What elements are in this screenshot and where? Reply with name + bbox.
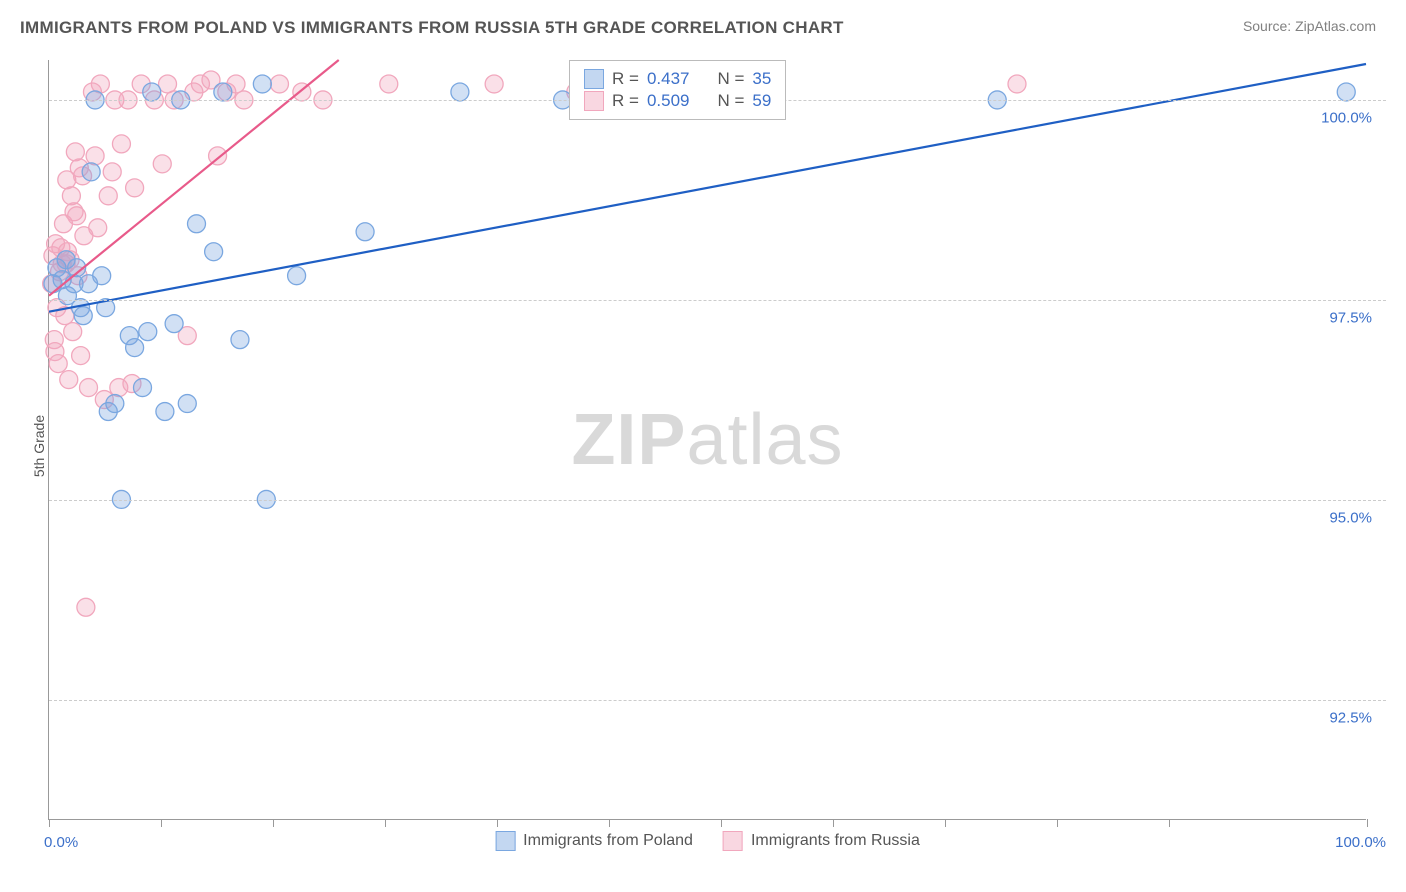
- data-point-poland: [451, 83, 469, 101]
- y-tick-label: 92.5%: [1325, 710, 1376, 727]
- data-point-russia: [86, 147, 104, 165]
- x-axis-start-label: 0.0%: [44, 834, 78, 851]
- gridline: [49, 300, 1386, 301]
- n-label: N =: [717, 69, 744, 89]
- x-tick: [945, 819, 946, 827]
- legend-row-poland: R = 0.437 N = 35: [584, 69, 771, 89]
- scatter-svg: [49, 60, 1366, 819]
- x-tick: [609, 819, 610, 827]
- data-point-russia: [209, 147, 227, 165]
- swatch-russia: [723, 831, 743, 851]
- x-tick: [49, 819, 50, 827]
- data-point-poland: [143, 83, 161, 101]
- x-tick: [833, 819, 834, 827]
- x-tick: [1057, 819, 1058, 827]
- data-point-russia: [72, 347, 90, 365]
- data-point-russia: [112, 135, 130, 153]
- chart-title: IMMIGRANTS FROM POLAND VS IMMIGRANTS FRO…: [20, 18, 844, 38]
- r-value-russia: 0.509: [647, 91, 690, 111]
- x-tick: [385, 819, 386, 827]
- x-tick: [721, 819, 722, 827]
- data-point-russia: [89, 219, 107, 237]
- n-label: N =: [717, 91, 744, 111]
- n-value-poland: 35: [752, 69, 771, 89]
- source-attribution: Source: ZipAtlas.com: [1243, 18, 1376, 34]
- data-point-poland: [288, 267, 306, 285]
- r-label: R =: [612, 91, 639, 111]
- data-point-russia: [159, 75, 177, 93]
- swatch-russia: [584, 91, 604, 111]
- data-point-poland: [74, 307, 92, 325]
- data-point-russia: [270, 75, 288, 93]
- gridline: [49, 700, 1386, 701]
- r-label: R =: [612, 69, 639, 89]
- source-link[interactable]: ZipAtlas.com: [1295, 18, 1376, 34]
- x-tick: [497, 819, 498, 827]
- source-prefix: Source:: [1243, 18, 1295, 34]
- data-point-poland: [1337, 83, 1355, 101]
- data-point-poland: [356, 223, 374, 241]
- y-tick-label: 100.0%: [1317, 110, 1376, 127]
- legend-label-russia: Immigrants from Russia: [751, 832, 920, 850]
- data-point-russia: [66, 143, 84, 161]
- data-point-russia: [103, 163, 121, 181]
- legend-row-russia: R = 0.509 N = 59: [584, 91, 771, 111]
- y-axis-label: 5th Grade: [31, 415, 47, 477]
- data-point-russia: [60, 371, 78, 389]
- data-point-russia: [62, 187, 80, 205]
- data-point-russia: [64, 323, 82, 341]
- data-point-poland: [188, 215, 206, 233]
- x-tick: [1367, 819, 1368, 827]
- data-point-poland: [205, 243, 223, 261]
- data-point-poland: [134, 379, 152, 397]
- data-point-poland: [156, 403, 174, 421]
- legend-item-russia: Immigrants from Russia: [723, 831, 920, 851]
- data-point-poland: [178, 395, 196, 413]
- data-point-russia: [99, 187, 117, 205]
- data-point-poland: [165, 315, 183, 333]
- data-point-russia: [77, 598, 95, 616]
- y-tick-label: 95.0%: [1325, 510, 1376, 527]
- data-point-russia: [153, 155, 171, 173]
- data-point-poland: [106, 395, 124, 413]
- x-tick: [1169, 819, 1170, 827]
- data-point-poland: [214, 83, 232, 101]
- correlation-legend: R = 0.437 N = 35 R = 0.509 N = 59: [569, 60, 786, 120]
- gridline: [49, 500, 1386, 501]
- legend-item-poland: Immigrants from Poland: [495, 831, 693, 851]
- x-tick: [161, 819, 162, 827]
- n-value-russia: 59: [752, 91, 771, 111]
- data-point-poland: [93, 267, 111, 285]
- plot-area: ZIPatlas 92.5%95.0%97.5%100.0% 0.0% 100.…: [48, 60, 1366, 820]
- data-point-russia: [380, 75, 398, 93]
- data-point-russia: [68, 207, 86, 225]
- series-legend: Immigrants from Poland Immigrants from R…: [495, 831, 920, 851]
- data-point-russia: [49, 355, 67, 373]
- swatch-poland: [495, 831, 515, 851]
- data-point-poland: [126, 339, 144, 357]
- data-point-russia: [1008, 75, 1026, 93]
- data-point-russia: [80, 379, 98, 397]
- data-point-poland: [82, 163, 100, 181]
- data-point-poland: [253, 75, 271, 93]
- x-axis-end-label: 100.0%: [1335, 834, 1386, 851]
- y-tick-label: 97.5%: [1325, 310, 1376, 327]
- data-point-poland: [139, 323, 157, 341]
- swatch-poland: [584, 69, 604, 89]
- legend-label-poland: Immigrants from Poland: [523, 832, 693, 850]
- data-point-russia: [126, 179, 144, 197]
- data-point-russia: [485, 75, 503, 93]
- x-tick: [273, 819, 274, 827]
- data-point-russia: [91, 75, 109, 93]
- data-point-poland: [231, 331, 249, 349]
- r-value-poland: 0.437: [647, 69, 690, 89]
